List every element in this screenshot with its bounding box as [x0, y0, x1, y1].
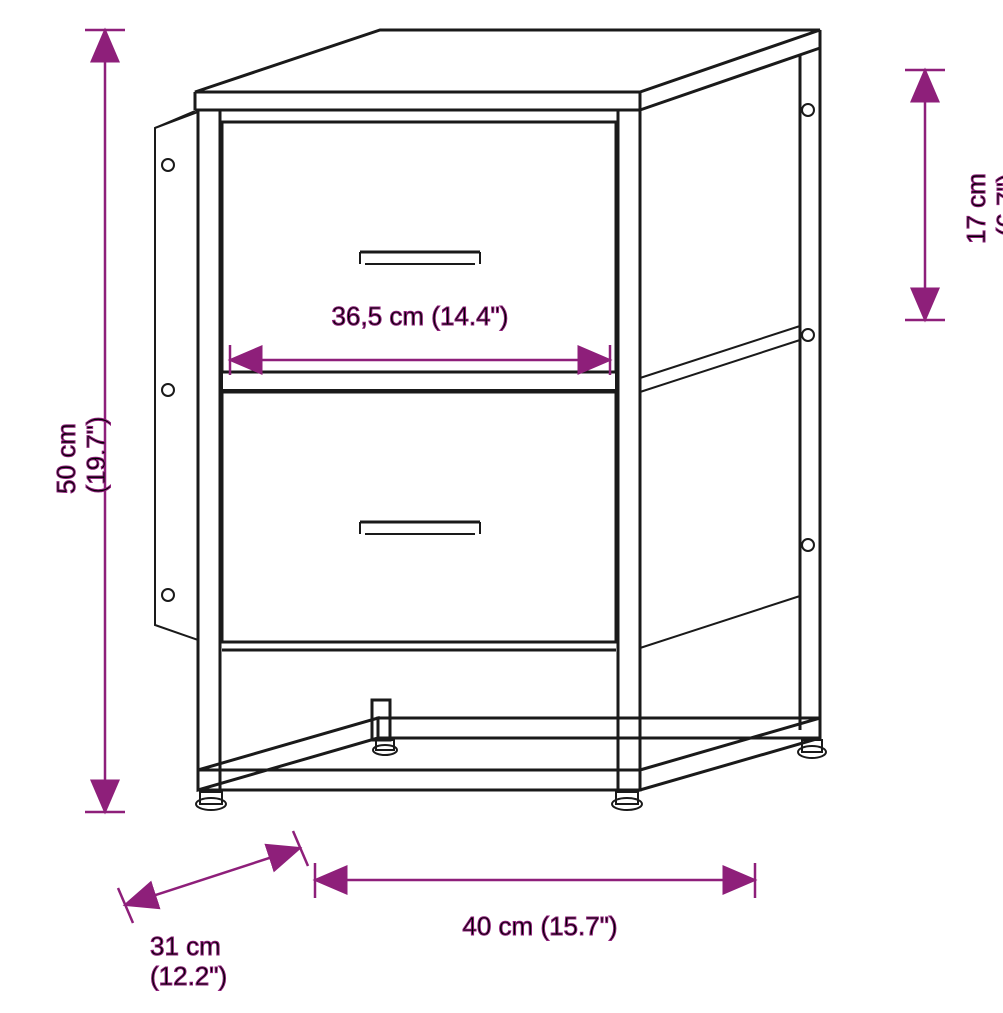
dim-width: 40 cm (15.7") — [462, 911, 617, 941]
dim-height: 50 cm (19.7") — [51, 416, 111, 494]
drawer-handle-2 — [360, 522, 480, 534]
dim-drawer-width: 36,5 cm (14.4") — [332, 301, 509, 331]
dim-drawer-height: 17 cm (6.7") — [961, 166, 1003, 244]
dimensions: 50 cm (19.7") 17 cm (6.7") 36,5 cm (14.4… — [51, 30, 1003, 991]
cabinet-drawing — [155, 30, 826, 810]
dimension-diagram: 50 cm (19.7") 17 cm (6.7") 36,5 cm (14.4… — [0, 0, 1003, 1013]
feet — [196, 740, 826, 810]
dim-depth: 31 cm (12.2") — [150, 931, 228, 991]
drawer-handle-1 — [360, 252, 480, 264]
